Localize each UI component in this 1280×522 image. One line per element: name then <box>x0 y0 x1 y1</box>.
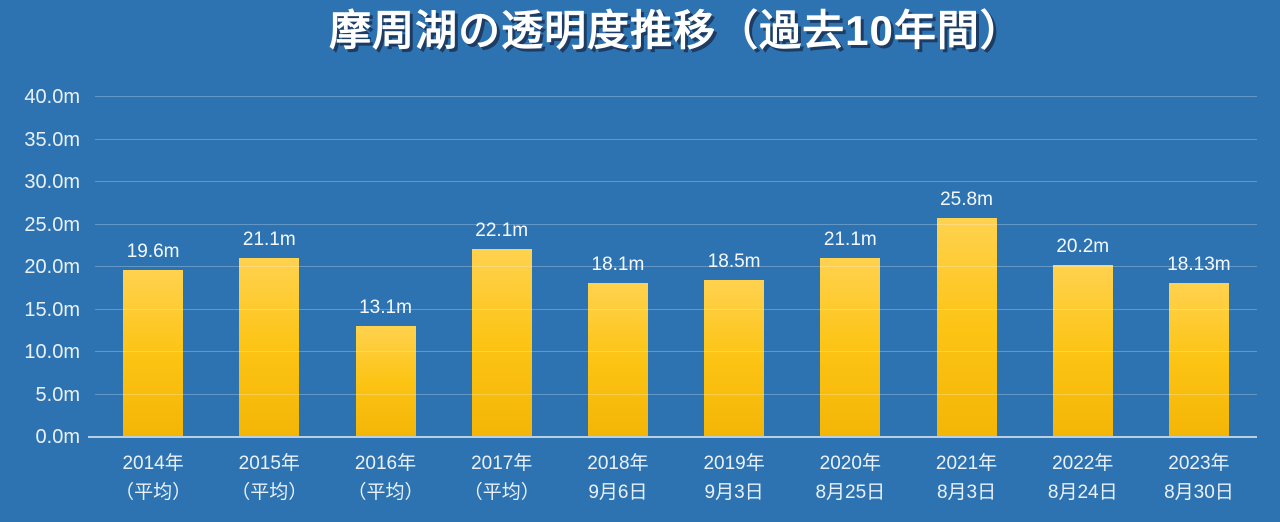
bar <box>123 270 184 437</box>
bar <box>820 257 881 437</box>
gridline <box>95 266 1257 267</box>
bar-slot: 21.1m <box>211 97 327 437</box>
gridline <box>95 96 1257 97</box>
x-tick-label: 2019年 9月3日 <box>703 453 765 503</box>
y-axis: 0.0m 5.0m 10.0m 15.0m 20.0m 25.0m 30.0m 35.0m 40… <box>0 86 80 448</box>
bar-slot: 18.13m <box>1141 97 1257 437</box>
y-tick-label: 20.0m <box>24 256 80 278</box>
y-tick-label: 15.0m <box>24 298 80 321</box>
bar <box>471 249 532 437</box>
gridline <box>95 181 1257 182</box>
x-tick-label: 2015年 （平均） <box>231 453 308 503</box>
plot-area: 19.6m 21.1m 13.1m 22.1m 18.1m 18.5m 21.1m 25.8m… <box>88 96 1257 438</box>
y-tick-label: 40.0m <box>24 86 80 108</box>
bar-value-label: 22.1m <box>475 220 529 242</box>
gridline <box>95 138 1257 140</box>
bar-value-label: 25.8m <box>940 188 993 210</box>
chart-title: 摩周湖の透明度推移（過去10年間） <box>329 7 1023 54</box>
y-tick-label: 5.0m <box>35 383 80 406</box>
bar <box>239 257 300 437</box>
bar <box>704 279 765 437</box>
bar-value-label: 21.1m <box>823 228 877 250</box>
bar-slot: 25.8m <box>908 97 1024 437</box>
x-tick-label: 2022年 8月24日 <box>1047 453 1118 503</box>
bar-slot: 13.1m <box>327 97 443 437</box>
bar-slot: 19.6m <box>95 97 211 437</box>
bars-row: 19.6m 21.1m 13.1m 22.1m 18.1m 18.5m 21.1m 25.8m… <box>95 97 1257 437</box>
bar-value-label: 18.5m <box>707 250 761 272</box>
bar-value-label: 20.2m <box>1056 236 1110 258</box>
x-axis-line <box>88 436 1257 438</box>
x-tick-label: 2021年 8月3日 <box>935 453 998 503</box>
gridline <box>95 393 1257 395</box>
bar-slot: 18.5m <box>676 97 792 437</box>
bar-value-label: 18.1m <box>591 254 645 276</box>
gridline <box>95 223 1257 225</box>
y-tick-label: 10.0m <box>24 341 80 363</box>
x-tick-label: 2017年 （平均） <box>463 453 540 503</box>
x-tick-label: 2023年 8月30日 <box>1164 453 1234 503</box>
bar-value-label: 18.13m <box>1167 253 1231 275</box>
bar-slot: 20.2m <box>1025 97 1141 437</box>
bar <box>1168 282 1229 437</box>
bar-slot: 21.1m <box>792 97 908 437</box>
bar-value-label: 19.6m <box>126 241 180 263</box>
y-tick-label: 30.0m <box>24 171 80 193</box>
gridline <box>95 351 1257 352</box>
x-tick-label: 2020年 8月25日 <box>815 453 886 503</box>
y-tick-label: 35.0m <box>24 128 80 151</box>
gridline <box>95 308 1257 310</box>
bar <box>355 325 416 437</box>
y-tick-label: 0.0m <box>35 426 80 448</box>
bar <box>1052 265 1113 437</box>
bar-slot: 22.1m <box>444 97 560 437</box>
x-tick-label: 2014年 （平均） <box>115 453 192 503</box>
bar-value-label: 13.1m <box>359 296 412 318</box>
bar <box>936 217 997 437</box>
bar-value-label: 21.1m <box>242 228 296 250</box>
x-tick-label: 2016年 （平均） <box>347 453 424 503</box>
y-tick-label: 25.0m <box>24 213 80 236</box>
x-tick-label: 2018年 9月6日 <box>587 453 649 503</box>
bar-slot: 18.1m <box>560 97 676 437</box>
x-axis: 2014年 （平均） 2015年 （平均） 2016年 （平均） 2017年 （平均） 2018… <box>95 449 1257 507</box>
bar <box>587 283 648 437</box>
